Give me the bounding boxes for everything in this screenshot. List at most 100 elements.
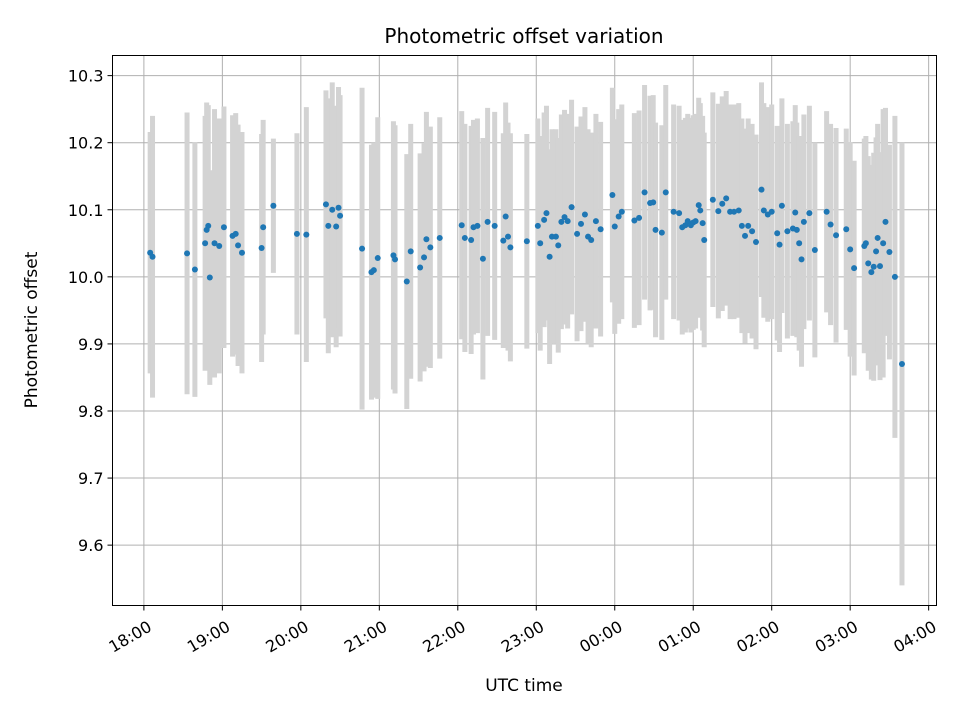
data-point bbox=[597, 226, 604, 233]
data-point bbox=[546, 253, 553, 260]
data-point bbox=[258, 245, 265, 251]
data-point bbox=[745, 222, 752, 229]
data-point bbox=[370, 267, 377, 274]
data-point bbox=[701, 236, 708, 243]
data-point bbox=[552, 233, 559, 240]
data-point bbox=[715, 208, 722, 215]
data-point bbox=[792, 209, 799, 216]
data-point bbox=[684, 218, 691, 225]
data-point bbox=[800, 218, 807, 225]
data-point bbox=[738, 222, 745, 229]
x-tick-label: 03:00 bbox=[812, 617, 861, 657]
x-tick-label: 02:00 bbox=[733, 617, 782, 657]
data-point bbox=[798, 256, 805, 263]
x-tick-label: 01:00 bbox=[655, 617, 704, 657]
data-point bbox=[768, 208, 775, 215]
y-axis-title: Photometric offset bbox=[22, 251, 42, 408]
data-point bbox=[662, 189, 669, 196]
data-point bbox=[238, 249, 245, 256]
data-point bbox=[260, 224, 267, 231]
data-point bbox=[568, 204, 575, 211]
data-point bbox=[202, 240, 209, 247]
plot-frame bbox=[112, 55, 937, 606]
data-point bbox=[468, 236, 475, 243]
data-point bbox=[719, 200, 726, 207]
data-point bbox=[806, 210, 813, 217]
data-point bbox=[303, 231, 310, 238]
x-tick-label: 23:00 bbox=[498, 617, 547, 657]
data-point bbox=[206, 274, 213, 281]
data-point bbox=[149, 253, 156, 260]
data-point bbox=[537, 240, 544, 247]
data-point bbox=[652, 226, 659, 233]
data-point bbox=[474, 222, 481, 229]
data-point bbox=[322, 201, 329, 208]
y-tick-label: 9.9 bbox=[78, 335, 103, 354]
data-point bbox=[876, 263, 883, 270]
data-point bbox=[333, 223, 340, 230]
data-point bbox=[436, 234, 443, 241]
data-point bbox=[827, 221, 834, 228]
data-point bbox=[796, 240, 803, 247]
x-tick-label: 19:00 bbox=[184, 617, 233, 657]
data-point bbox=[479, 255, 486, 262]
data-point bbox=[374, 255, 381, 262]
data-point bbox=[670, 208, 677, 215]
data-point bbox=[574, 230, 581, 237]
data-point bbox=[742, 232, 749, 239]
data-point bbox=[882, 218, 889, 225]
data-point bbox=[874, 234, 881, 241]
data-point bbox=[676, 210, 683, 217]
data-point bbox=[898, 361, 905, 368]
data-point bbox=[886, 249, 893, 256]
data-point bbox=[784, 228, 791, 235]
data-point bbox=[636, 214, 643, 221]
data-point bbox=[270, 202, 277, 209]
data-point bbox=[392, 256, 399, 263]
data-point bbox=[329, 206, 336, 213]
data-point bbox=[843, 226, 850, 233]
data-point bbox=[211, 240, 218, 247]
data-point bbox=[491, 222, 498, 229]
y-tick-label: 9.8 bbox=[78, 402, 103, 421]
data-point bbox=[191, 266, 198, 273]
data-point bbox=[891, 273, 898, 280]
data-point bbox=[421, 254, 428, 261]
data-point bbox=[458, 222, 465, 229]
data-point bbox=[758, 186, 765, 193]
y-tick-label: 10.2 bbox=[68, 134, 104, 153]
data-point bbox=[880, 240, 887, 247]
data-point bbox=[505, 233, 512, 240]
data-point bbox=[873, 248, 880, 255]
data-point bbox=[561, 214, 568, 221]
y-tick-label: 10.0 bbox=[68, 268, 104, 287]
data-point bbox=[205, 222, 212, 229]
data-point bbox=[235, 242, 242, 249]
data-point bbox=[823, 208, 830, 215]
data-point bbox=[735, 207, 742, 214]
x-tick-label: 00:00 bbox=[576, 617, 625, 657]
data-point bbox=[847, 246, 854, 253]
data-point bbox=[325, 222, 332, 229]
data-point bbox=[833, 232, 840, 239]
data-point bbox=[335, 204, 342, 211]
data-point bbox=[778, 202, 785, 209]
data-point bbox=[870, 263, 877, 270]
x-tick-label: 22:00 bbox=[419, 617, 468, 657]
data-point bbox=[699, 220, 706, 227]
data-point bbox=[723, 195, 730, 202]
error-bars bbox=[147, 82, 905, 586]
data-point bbox=[407, 248, 414, 255]
data-point bbox=[507, 244, 514, 251]
data-point bbox=[216, 242, 223, 249]
data-point bbox=[293, 230, 300, 237]
data-point bbox=[541, 216, 548, 223]
data-point bbox=[337, 212, 344, 219]
data-point bbox=[220, 224, 227, 231]
y-tick-label: 10.3 bbox=[68, 67, 104, 86]
data-point bbox=[851, 265, 858, 272]
data-point bbox=[611, 223, 618, 230]
data-point bbox=[811, 247, 818, 254]
data-point bbox=[868, 269, 875, 276]
